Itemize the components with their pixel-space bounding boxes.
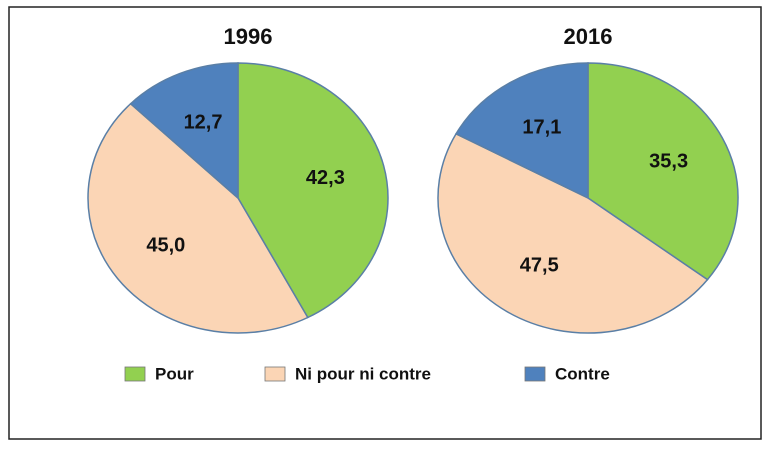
legend-swatch — [524, 366, 546, 382]
pie-slice — [454, 62, 589, 200]
pie-slice — [237, 62, 389, 319]
value-label: 45,0 — [146, 235, 185, 257]
value-label: 17,1 — [522, 117, 561, 139]
pie-slice — [437, 132, 709, 334]
value-label: 42,3 — [306, 167, 345, 189]
legend-label: Ni pour ni contre — [295, 364, 431, 383]
pie-slice — [87, 102, 309, 334]
legend-swatch — [124, 366, 146, 382]
chart-title: 1996 — [224, 24, 273, 49]
legend-swatch — [264, 366, 286, 382]
value-label: 47,5 — [520, 254, 559, 276]
chart-title: 2016 — [564, 24, 613, 49]
legend-label: Contre — [555, 364, 610, 383]
pie-slice — [587, 62, 739, 281]
legend-label: Pour — [155, 364, 194, 383]
value-label: 35,3 — [649, 150, 688, 172]
pie-slice — [129, 62, 239, 200]
value-label: 12,7 — [184, 112, 223, 134]
